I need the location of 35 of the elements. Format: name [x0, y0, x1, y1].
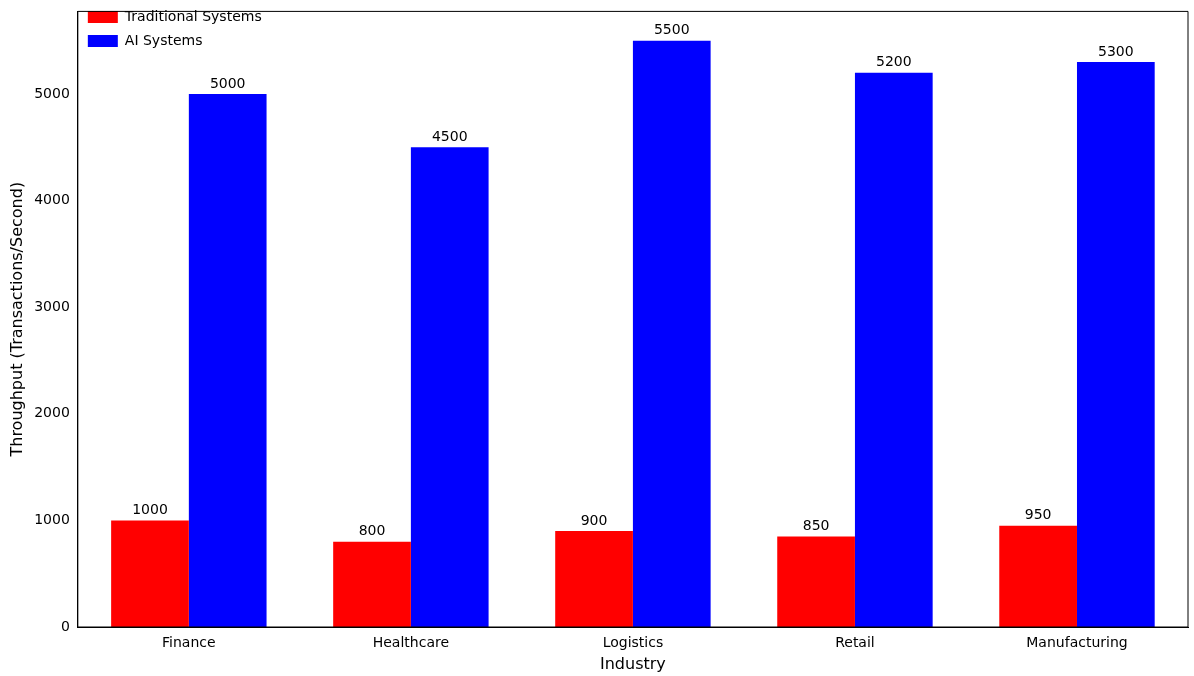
data-label: 950 [1024, 506, 1052, 523]
x-tick-label: Manufacturing [1026, 634, 1128, 651]
x-tick-label: Logistics [602, 634, 664, 651]
bar [333, 541, 411, 627]
data-label: 850 [802, 517, 830, 534]
data-label: 5200 [875, 53, 912, 70]
x-axis-title: Industry [600, 653, 666, 673]
bar [854, 72, 933, 627]
bar [410, 147, 489, 627]
bar [999, 525, 1077, 627]
x-tick-label: Finance [162, 634, 216, 651]
data-label: 900 [580, 511, 608, 528]
y-tick-label: 3000 [34, 297, 70, 314]
y-tick-label: 2000 [34, 404, 70, 421]
bar [1076, 62, 1155, 627]
y-tick-label: 0 [60, 617, 70, 634]
y-tick-label: 5000 [34, 84, 70, 101]
data-label: 1000 [132, 501, 168, 518]
legend-label: AI Systems [124, 31, 203, 48]
y-tick-label: 4000 [34, 191, 70, 208]
data-label: 5300 [1098, 42, 1134, 59]
y-axis-title: Throughput (Transactions/Second) [6, 181, 26, 458]
data-label: 4500 [431, 127, 468, 144]
bar [777, 536, 855, 627]
bar [555, 531, 633, 627]
bar [632, 40, 711, 627]
data-label: 800 [358, 522, 386, 539]
legend-label: Traditional Systems [123, 7, 262, 24]
bar [111, 520, 189, 627]
x-tick-label: Healthcare [372, 634, 450, 651]
x-tick-label: Retail [835, 634, 875, 651]
data-label: 5000 [209, 74, 246, 91]
bar [188, 94, 267, 627]
y-tick-label: 1000 [34, 511, 70, 528]
data-label: 5500 [653, 21, 690, 38]
